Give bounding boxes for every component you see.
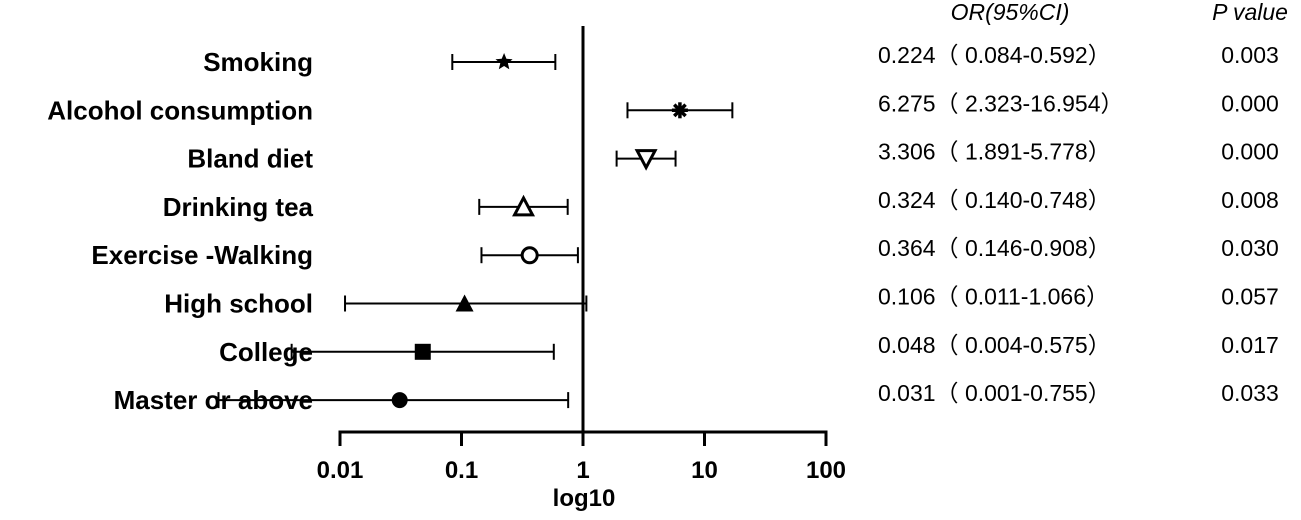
or-ci-value: 0.048（ 0.004-0.575） xyxy=(878,332,1111,358)
data-row xyxy=(615,149,677,171)
point-square-filled xyxy=(414,343,431,360)
plot-area: 0.01 0.1 1 10 100 xyxy=(217,26,846,484)
or-ci-value: 3.306（ 1.891-5.778） xyxy=(878,139,1111,165)
data-row xyxy=(290,343,555,360)
point-circle-open xyxy=(520,246,539,265)
point-circle-filled xyxy=(391,392,408,409)
x-tick-label: 10 xyxy=(691,457,718,484)
p-column-header: P value xyxy=(1212,0,1288,25)
point-triangle-up-open xyxy=(512,194,536,217)
data-marks xyxy=(217,53,734,409)
data-row xyxy=(217,392,570,409)
x-ticks: 0.01 0.1 1 10 100 xyxy=(317,432,846,484)
row-label: Exercise -Walking xyxy=(91,240,313,270)
row-label: Smoking xyxy=(203,47,313,77)
estimate-table: OR(95%CI) P value 0.224（ 0.084-0.592） 0.0… xyxy=(878,0,1288,406)
p-value: 0.000 xyxy=(1221,90,1279,116)
or-column-header: OR(95%CI) xyxy=(951,0,1070,25)
or-ci-value: 0.324（ 0.140-0.748） xyxy=(878,187,1111,213)
x-axis-label: log10 xyxy=(553,485,616,512)
p-value: 0.003 xyxy=(1221,42,1279,68)
data-row xyxy=(626,102,734,119)
p-value: 0.017 xyxy=(1221,332,1279,358)
x-tick-label: 0.01 xyxy=(317,457,364,484)
row-label: High school xyxy=(164,289,313,319)
p-value: 0.030 xyxy=(1221,235,1279,261)
p-value: 0.057 xyxy=(1221,284,1279,310)
x-tick-label: 0.1 xyxy=(445,457,478,484)
point-asterisk xyxy=(671,102,688,119)
row-labels: Smoking Alcohol consumption Bland diet Drin… xyxy=(47,47,313,415)
asterisk-core xyxy=(675,106,684,115)
or-ci-value: 0.106（ 0.011-1.066） xyxy=(878,284,1109,310)
p-value: 0.008 xyxy=(1221,187,1279,213)
or-ci-value: 0.224（ 0.084-0.592） xyxy=(878,42,1111,68)
row-label: Alcohol consumption xyxy=(47,95,313,125)
row-label: Bland diet xyxy=(187,144,313,174)
point-triangle-up-filled xyxy=(455,294,474,312)
p-value: 0.000 xyxy=(1221,139,1279,165)
row-label: Drinking tea xyxy=(163,192,314,222)
data-row xyxy=(451,53,557,70)
data-row xyxy=(344,294,588,312)
data-row xyxy=(480,246,579,265)
or-ci-value: 0.031（ 0.001-0.755） xyxy=(878,380,1111,406)
p-value: 0.033 xyxy=(1221,380,1279,406)
data-row xyxy=(478,194,569,217)
x-tick-label: 1 xyxy=(576,457,589,484)
point-star xyxy=(495,53,513,70)
x-tick-label: 100 xyxy=(806,457,846,484)
point-triangle-down-open xyxy=(634,149,658,171)
or-ci-value: 6.275（ 2.323-16.954） xyxy=(878,90,1124,116)
or-ci-value: 0.364（ 0.146-0.908） xyxy=(878,235,1111,261)
